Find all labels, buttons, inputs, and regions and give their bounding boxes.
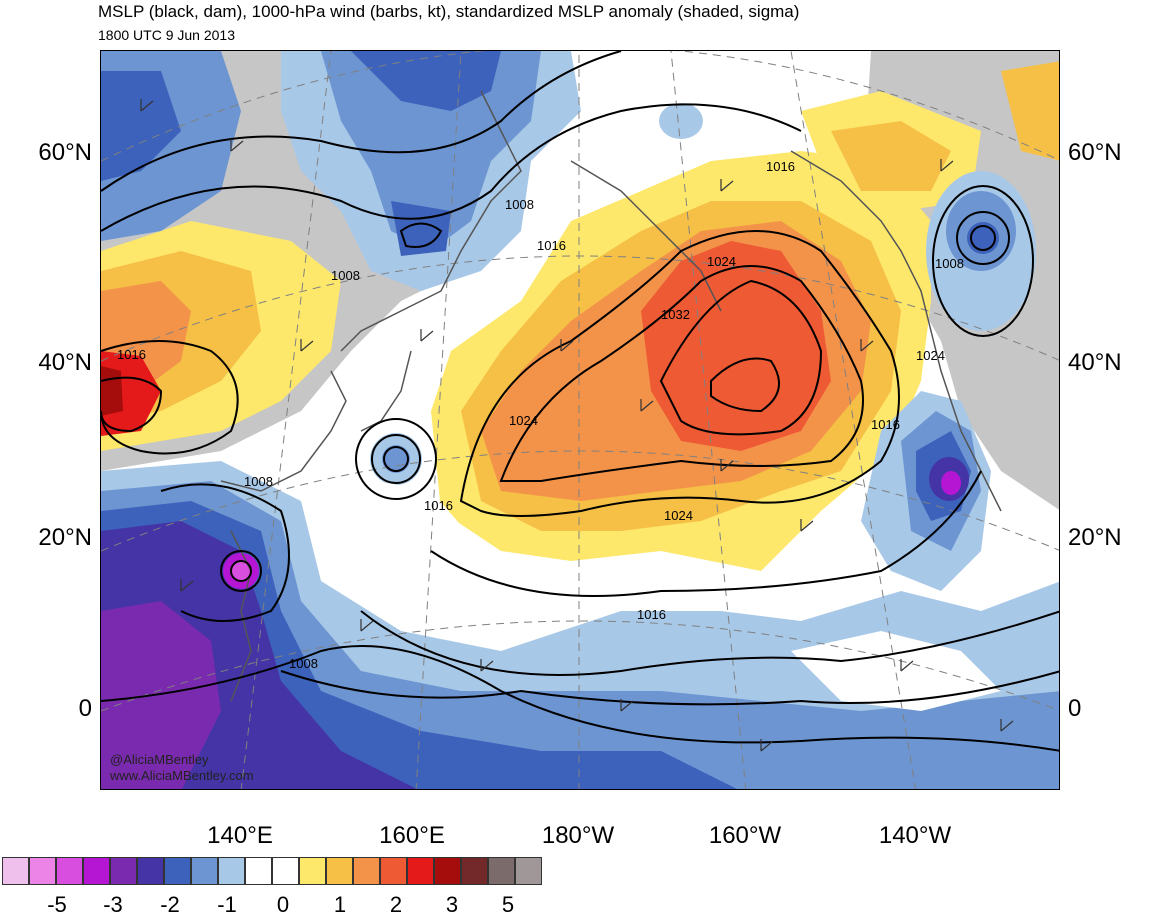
isobar-label: 1008	[935, 256, 964, 271]
lat-label-40n-right: 40°N	[1068, 349, 1122, 376]
colorbar-cell	[299, 857, 326, 885]
lon-label-140e: 140°E	[207, 822, 273, 849]
colorbar-label: 1	[333, 892, 347, 917]
wind-barbs	[140, 99, 1014, 752]
lat-label-20n-left: 20°N	[38, 524, 92, 551]
colorbar-cell	[218, 857, 245, 885]
colorbar-cell	[272, 857, 299, 885]
colorbar-cell	[83, 857, 110, 885]
colorbar-cell	[137, 857, 164, 885]
anomaly-colorbar	[2, 857, 542, 885]
isobar-label: 1024	[707, 254, 736, 269]
lat-label-0-left: 0	[78, 695, 92, 722]
isobar-label: 1016	[424, 498, 453, 513]
colorbar-cell	[245, 857, 272, 885]
colorbar-cell	[110, 857, 137, 885]
lat-label-40n-left: 40°N	[38, 349, 92, 376]
colorbar-cell	[434, 857, 461, 885]
isobar-label: 1008	[244, 474, 273, 489]
lon-label-160w: 160°W	[708, 822, 782, 849]
lat-label-60n-right: 60°N	[1068, 139, 1122, 166]
lat-label-60n-left: 60°N	[38, 139, 92, 166]
isobar-label: 1024	[509, 413, 538, 428]
isobar-label: 1016	[871, 417, 900, 432]
isobar-label: 1016	[537, 238, 566, 253]
anomaly-shading	[101, 51, 1059, 789]
colorbar-label: 3	[445, 892, 459, 917]
isobar-label: 1016	[766, 159, 795, 174]
isobar-label-group: 1016 1008 1016 1008 1024 1008 1032 1016 …	[117, 159, 964, 671]
isobar-label: 1016	[117, 347, 146, 362]
colorbar-cell	[353, 857, 380, 885]
coastlines	[220, 90, 1002, 702]
colorbar-cell	[326, 857, 353, 885]
lon-label-180w: 180°W	[541, 822, 615, 849]
colorbar-cell	[461, 857, 488, 885]
isobar-label: 1008	[331, 268, 360, 283]
isobar-label: 1016	[637, 607, 666, 622]
colorbar-label: 0	[276, 892, 290, 917]
map-canvas: 1016 1008 1016 1008 1024 1008 1032 1016 …	[101, 51, 1059, 789]
isobar-label: 1024	[916, 348, 945, 363]
colorbar-cell	[191, 857, 218, 885]
colorbar-label: 2	[389, 892, 403, 917]
map-valid-time: 1800 UTC 9 Jun 2013	[98, 27, 235, 43]
colorbar-label: 5	[501, 892, 515, 917]
isobar-label: 1008	[505, 197, 534, 212]
lat-label-20n-right: 20°N	[1068, 524, 1122, 551]
colorbar-cell	[488, 857, 515, 885]
graticule	[101, 51, 1059, 789]
map-title: MSLP (black, dam), 1000-hPa wind (barbs,…	[98, 2, 800, 21]
colorbar-label: -5	[47, 892, 67, 917]
colorbar-cell	[407, 857, 434, 885]
colorbar-cell	[380, 857, 407, 885]
colorbar-label: -3	[103, 892, 123, 917]
lat-label-0-right: 0	[1068, 695, 1082, 722]
colorbar-cell	[56, 857, 83, 885]
colorbar-cell	[2, 857, 29, 885]
lon-label-140w: 140°W	[878, 822, 952, 849]
lon-label-160e: 160°E	[379, 822, 445, 849]
colorbar-cell	[515, 857, 542, 885]
isobar-contours	[101, 51, 1059, 752]
map-panel: 1016 1008 1016 1008 1024 1008 1032 1016 …	[100, 50, 1060, 790]
colorbar-cell	[164, 857, 191, 885]
isobar-label: 1032	[661, 307, 690, 322]
isobar-label: 1024	[664, 508, 693, 523]
isobar-label: 1008	[289, 656, 318, 671]
colorbar-label: -1	[217, 892, 237, 917]
credit-website: www.AliciaMBentley.com	[110, 768, 254, 783]
colorbar-label: -2	[160, 892, 180, 917]
colorbar-cell	[29, 857, 56, 885]
credit-handle: @AliciaMBentley	[110, 752, 209, 767]
